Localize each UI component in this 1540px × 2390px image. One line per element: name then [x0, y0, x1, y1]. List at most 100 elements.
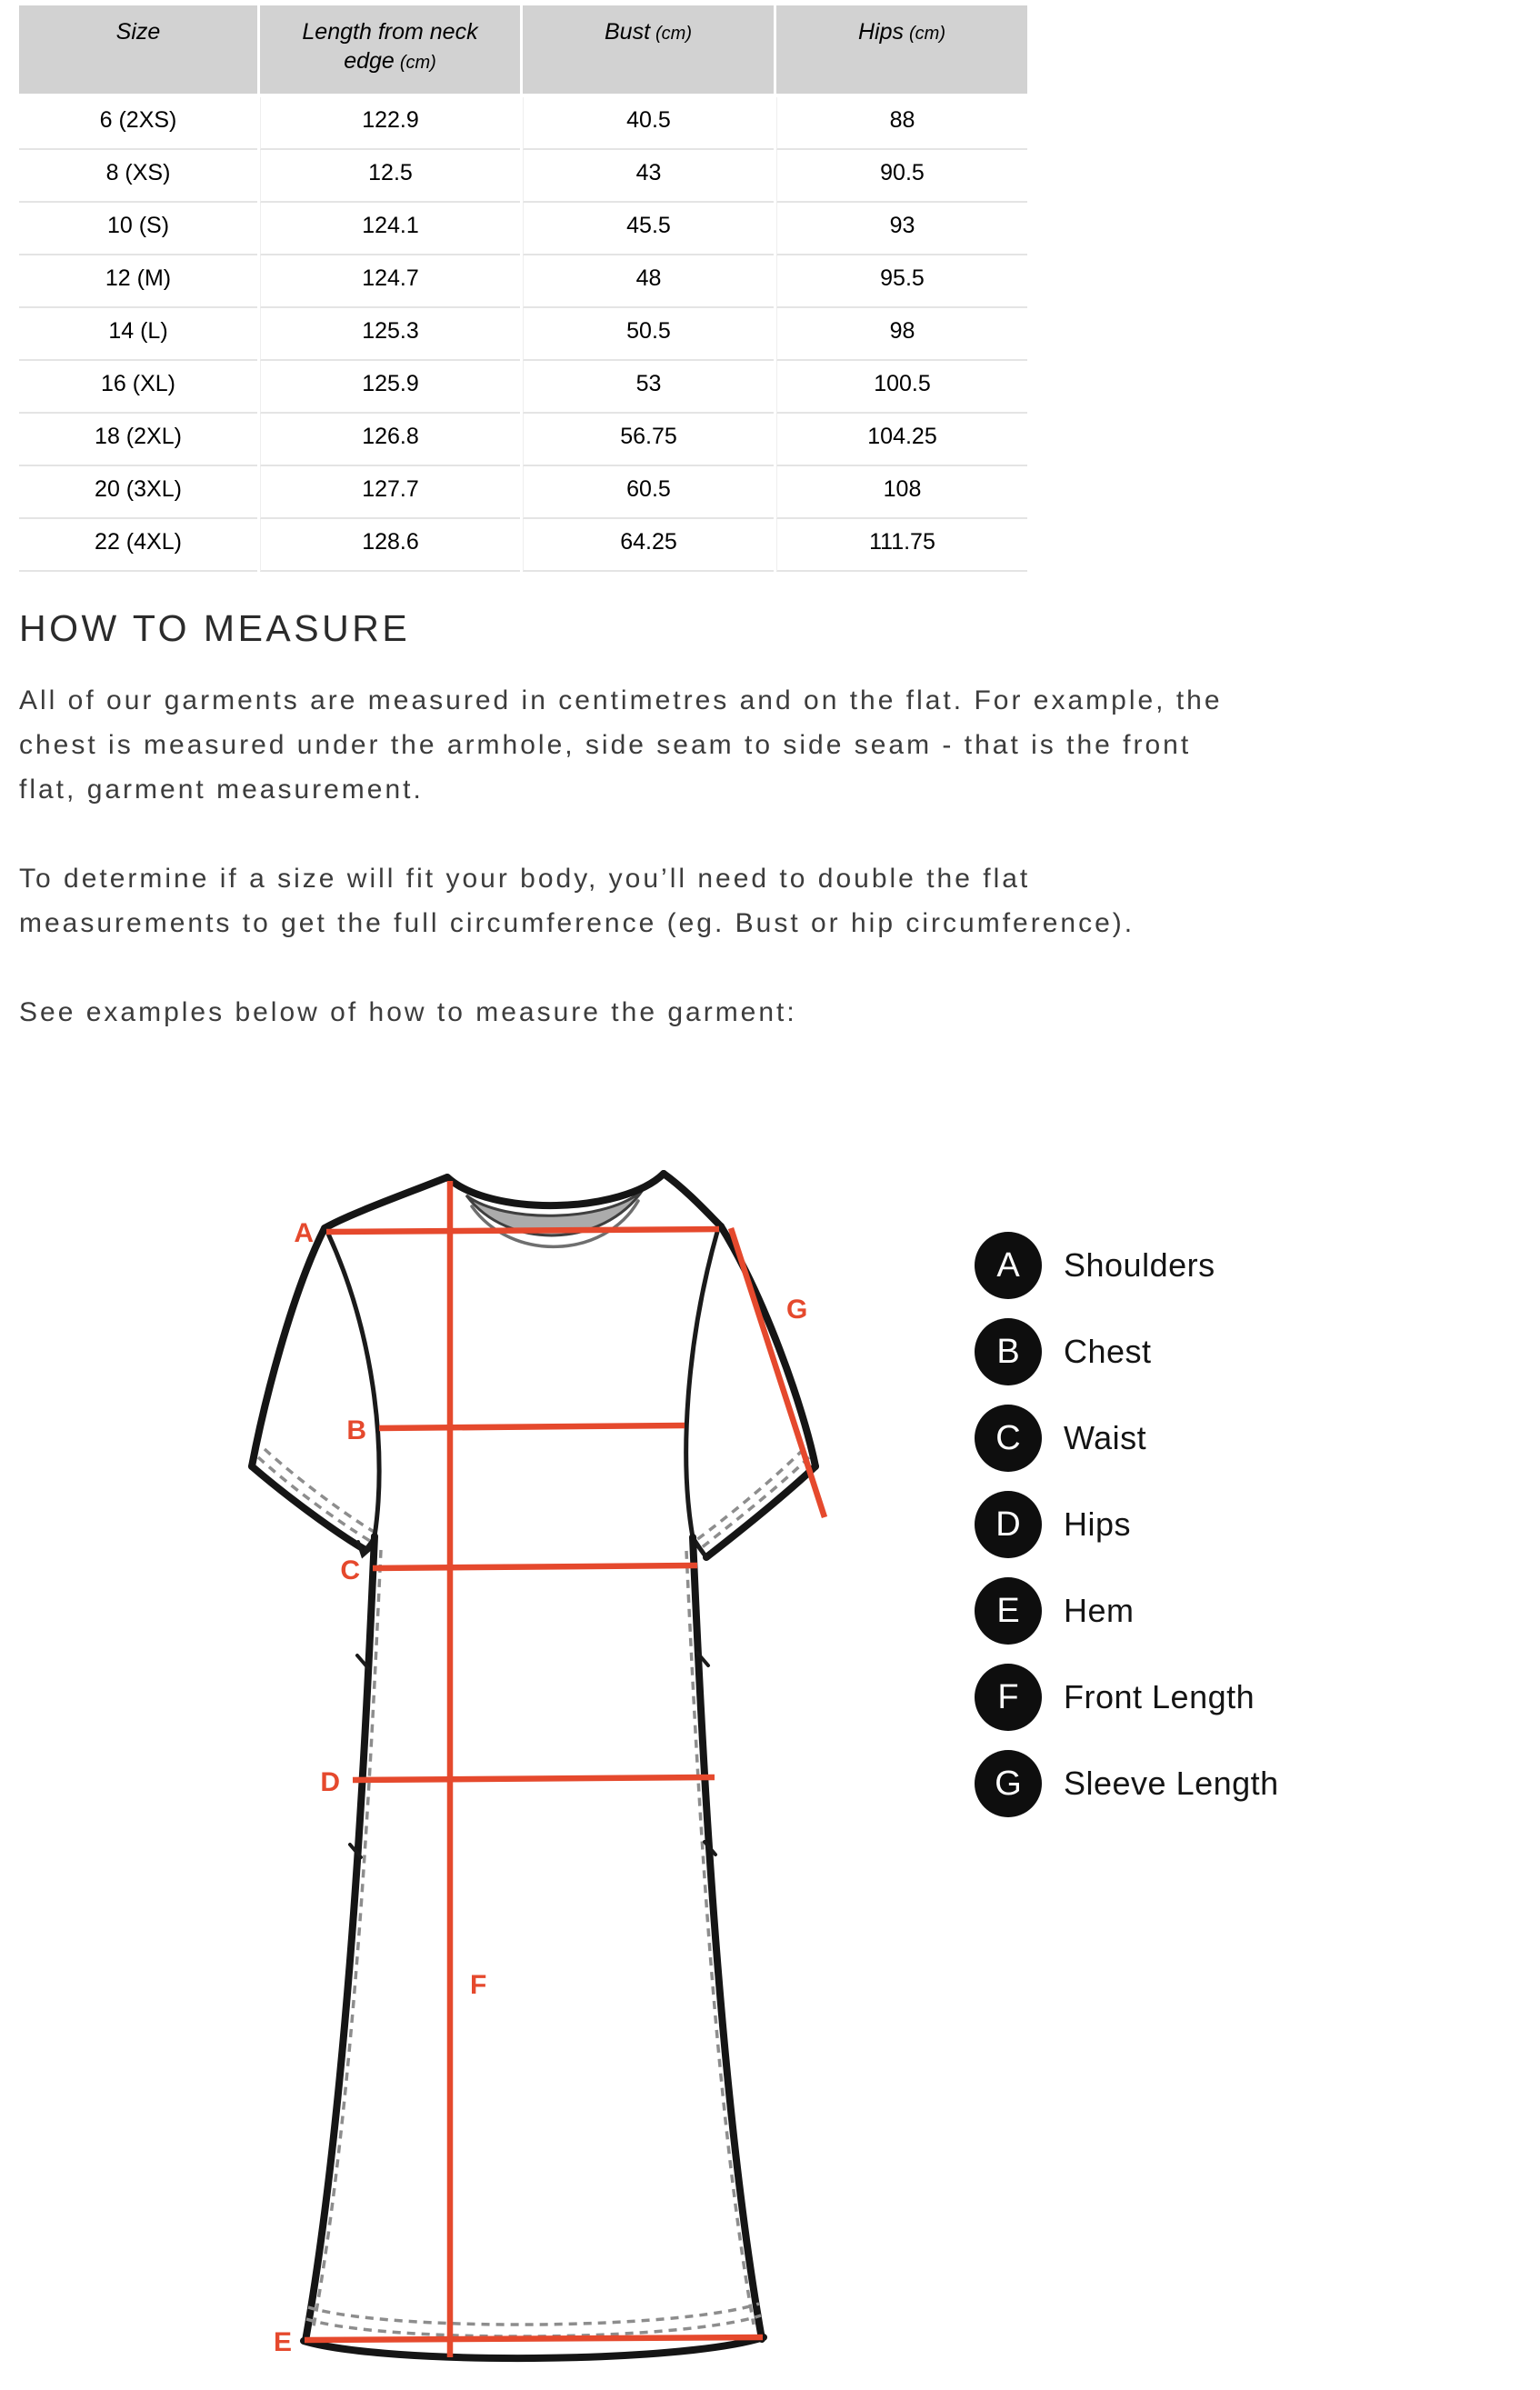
table-row: 6 (2XS) 122.9 40.5 88 [19, 97, 1027, 150]
letter-badge: E [975, 1577, 1042, 1645]
cell-size: 16 (XL) [19, 361, 257, 414]
cell-bust: 50.5 [523, 308, 774, 361]
cell-bust: 60.5 [523, 466, 774, 519]
section-heading: HOW TO MEASURE [19, 607, 411, 649]
column-label: Bust [604, 19, 651, 45]
legend-item: E Hem [975, 1577, 1279, 1645]
legend-label: Front Length [1064, 1678, 1255, 1715]
cell-hips: 108 [776, 466, 1027, 519]
table-row: 8 (XS) 12.5 43 90.5 [19, 150, 1027, 203]
waist-measure-line [372, 1562, 698, 1572]
front-neckline-curve [470, 1199, 640, 1248]
cell-size: 22 (4XL) [19, 519, 257, 572]
cell-length: 128.6 [260, 519, 520, 572]
seam-notch [355, 1654, 370, 1670]
table-row: 22 (4XL) 128.6 64.25 111.75 [19, 519, 1027, 572]
cell-bust: 40.5 [523, 97, 774, 150]
cell-size: 20 (3XL) [19, 466, 257, 519]
marker-f-label: F [470, 1970, 486, 2000]
right-cuff-stitching [695, 1447, 805, 1542]
table-row: 16 (XL) 125.9 53 100.5 [19, 361, 1027, 414]
marker-a-label: A [294, 1218, 314, 1248]
hips-measure-line [352, 1774, 715, 1784]
cell-length: 124.1 [260, 203, 520, 255]
column-header-length: Length from neck edge (cm) [260, 5, 520, 97]
cell-bust: 45.5 [523, 203, 774, 255]
legend-item: A Shoulders [975, 1232, 1279, 1299]
legend-item: G Sleeve Length [975, 1750, 1279, 1817]
letter-badge: C [975, 1405, 1042, 1472]
left-skirt-side-seam [302, 1533, 378, 2345]
column-header-size: Size [19, 5, 257, 97]
column-header-bust: Bust (cm) [523, 5, 774, 97]
left-sleeve-cuff-edge [248, 1463, 369, 1554]
cell-bust: 64.25 [523, 519, 774, 572]
legend-label: Shoulders [1064, 1246, 1215, 1284]
cell-length: 126.8 [260, 414, 520, 466]
right-body-seam-upper [684, 1229, 720, 1540]
seam-notch [703, 1840, 717, 1856]
cell-hips: 95.5 [776, 255, 1027, 308]
table-header-row: Size Length from neck edge (cm) Bust (cm) … [19, 5, 1027, 97]
cell-hips: 93 [776, 203, 1027, 255]
paragraph: All of our garments are measured in cent… [19, 685, 1223, 805]
measure-legend: A Shoulders B Chest C Waist D Hips E Hem… [975, 1232, 1279, 1836]
cell-hips: 104.25 [776, 414, 1027, 466]
left-underarm-notch [356, 1540, 372, 1559]
collar-outer-curve [444, 1170, 667, 1210]
letter-badge: B [975, 1318, 1042, 1385]
table-row: 12 (M) 124.7 48 95.5 [19, 255, 1027, 308]
cell-bust: 56.75 [523, 414, 774, 466]
measurement-lines [304, 1181, 828, 2357]
legend-item: F Front Length [975, 1664, 1279, 1731]
dress-sketch [248, 1170, 819, 2363]
letter-badge: F [975, 1664, 1042, 1731]
cell-length: 124.7 [260, 255, 520, 308]
seam-notch [695, 1651, 710, 1667]
left-cuff-stitching [256, 1455, 371, 1543]
paragraph: See examples below of how to measure the… [19, 997, 797, 1027]
left-sleeve-outer-edge [248, 1225, 328, 1470]
column-label: Hips [858, 19, 905, 45]
size-chart-table: Size Length from neck edge (cm) Bust (cm) … [16, 5, 1030, 572]
cell-size: 6 (2XS) [19, 97, 257, 150]
table-row: 20 (3XL) 127.7 60.5 108 [19, 466, 1027, 519]
letter-badge: G [975, 1750, 1042, 1817]
hem-stitching [307, 2302, 760, 2326]
legend-label: Chest [1064, 1333, 1152, 1370]
marker-b-label: B [346, 1415, 366, 1445]
table-row: 18 (2XL) 126.8 56.75 104.25 [19, 414, 1027, 466]
hem-measure-line [304, 2334, 764, 2344]
column-header-hips: Hips (cm) [776, 5, 1027, 97]
right-skirt-side-seam [689, 1534, 765, 2343]
right-sleeve-cuff-edge [703, 1463, 819, 1561]
sleeve-length-measure-line [727, 1226, 828, 1519]
cell-size: 12 (M) [19, 255, 257, 308]
measure-copy: All of our garments are measured in cent… [19, 678, 1533, 1079]
column-unit: (cm) [399, 53, 436, 73]
legend-item: D Hips [975, 1491, 1279, 1558]
cell-hips: 88 [776, 97, 1027, 150]
cell-bust: 48 [523, 255, 774, 308]
legend-label: Hem [1064, 1592, 1135, 1629]
cell-size: 18 (2XL) [19, 414, 257, 466]
left-shoulder-seam [321, 1174, 451, 1232]
cell-hips: 100.5 [776, 361, 1027, 414]
measurement-labels: A B C D E F G [274, 1218, 807, 2357]
cell-size: 10 (S) [19, 203, 257, 255]
right-shoulder-seam [660, 1170, 725, 1230]
seam-notch [348, 1843, 363, 1859]
hem-stitching [305, 2314, 762, 2338]
letter-badge: A [975, 1232, 1042, 1299]
cell-length: 127.7 [260, 466, 520, 519]
garment-measure-diagram: A B C D E F G [248, 1170, 828, 2363]
cell-hips: 98 [776, 308, 1027, 361]
paragraph: To determine if a size will fit your bod… [19, 864, 1135, 938]
marker-d-label: D [320, 1767, 340, 1797]
cell-length: 12.5 [260, 150, 520, 203]
cell-size: 14 (L) [19, 308, 257, 361]
letter-badge: D [975, 1491, 1042, 1558]
column-unit: (cm) [655, 24, 692, 44]
table-row: 14 (L) 125.3 50.5 98 [19, 308, 1027, 361]
cell-length: 125.9 [260, 361, 520, 414]
